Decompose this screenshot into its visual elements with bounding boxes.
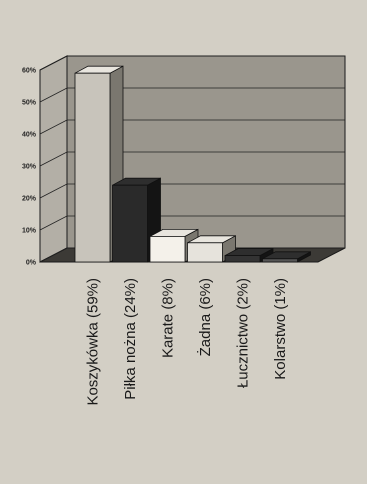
y-tick-label: 0%: [26, 260, 37, 267]
category-label: Karate (8%): [160, 278, 177, 358]
gridline: [39, 247, 345, 263]
category-label: Żadna (6%): [196, 278, 214, 356]
y-tick-label: 10%: [22, 228, 37, 235]
y-axis-ticks: 0% 10% 20% 30% 40% 50% 60%: [22, 68, 37, 267]
category-label: Kolarstwo (1%): [272, 278, 289, 380]
y-tick-label: 60%: [22, 68, 37, 75]
gridline: [39, 151, 345, 167]
bars: [74, 65, 311, 263]
bar: [112, 177, 161, 263]
y-tick-label: 20%: [22, 196, 37, 203]
gridline: [39, 215, 345, 231]
gridline: [39, 87, 345, 103]
gridlines: [39, 55, 345, 263]
category-label: Piłka nożna (24%): [122, 278, 139, 400]
y-tick-label: 50%: [22, 100, 37, 107]
gridline: [39, 183, 345, 199]
gridline: [39, 119, 345, 135]
category-labels: Koszykówka (59%) Piłka nożna (24%) Karate …: [85, 278, 290, 406]
category-label: Koszykówka (59%): [85, 278, 102, 406]
category-label: Łucznictwo (2%): [235, 278, 252, 388]
bar: [262, 251, 311, 263]
y-tick-label: 40%: [22, 132, 37, 139]
y-tick-label: 30%: [22, 164, 37, 171]
bar: [224, 247, 274, 263]
gridline: [39, 55, 345, 71]
